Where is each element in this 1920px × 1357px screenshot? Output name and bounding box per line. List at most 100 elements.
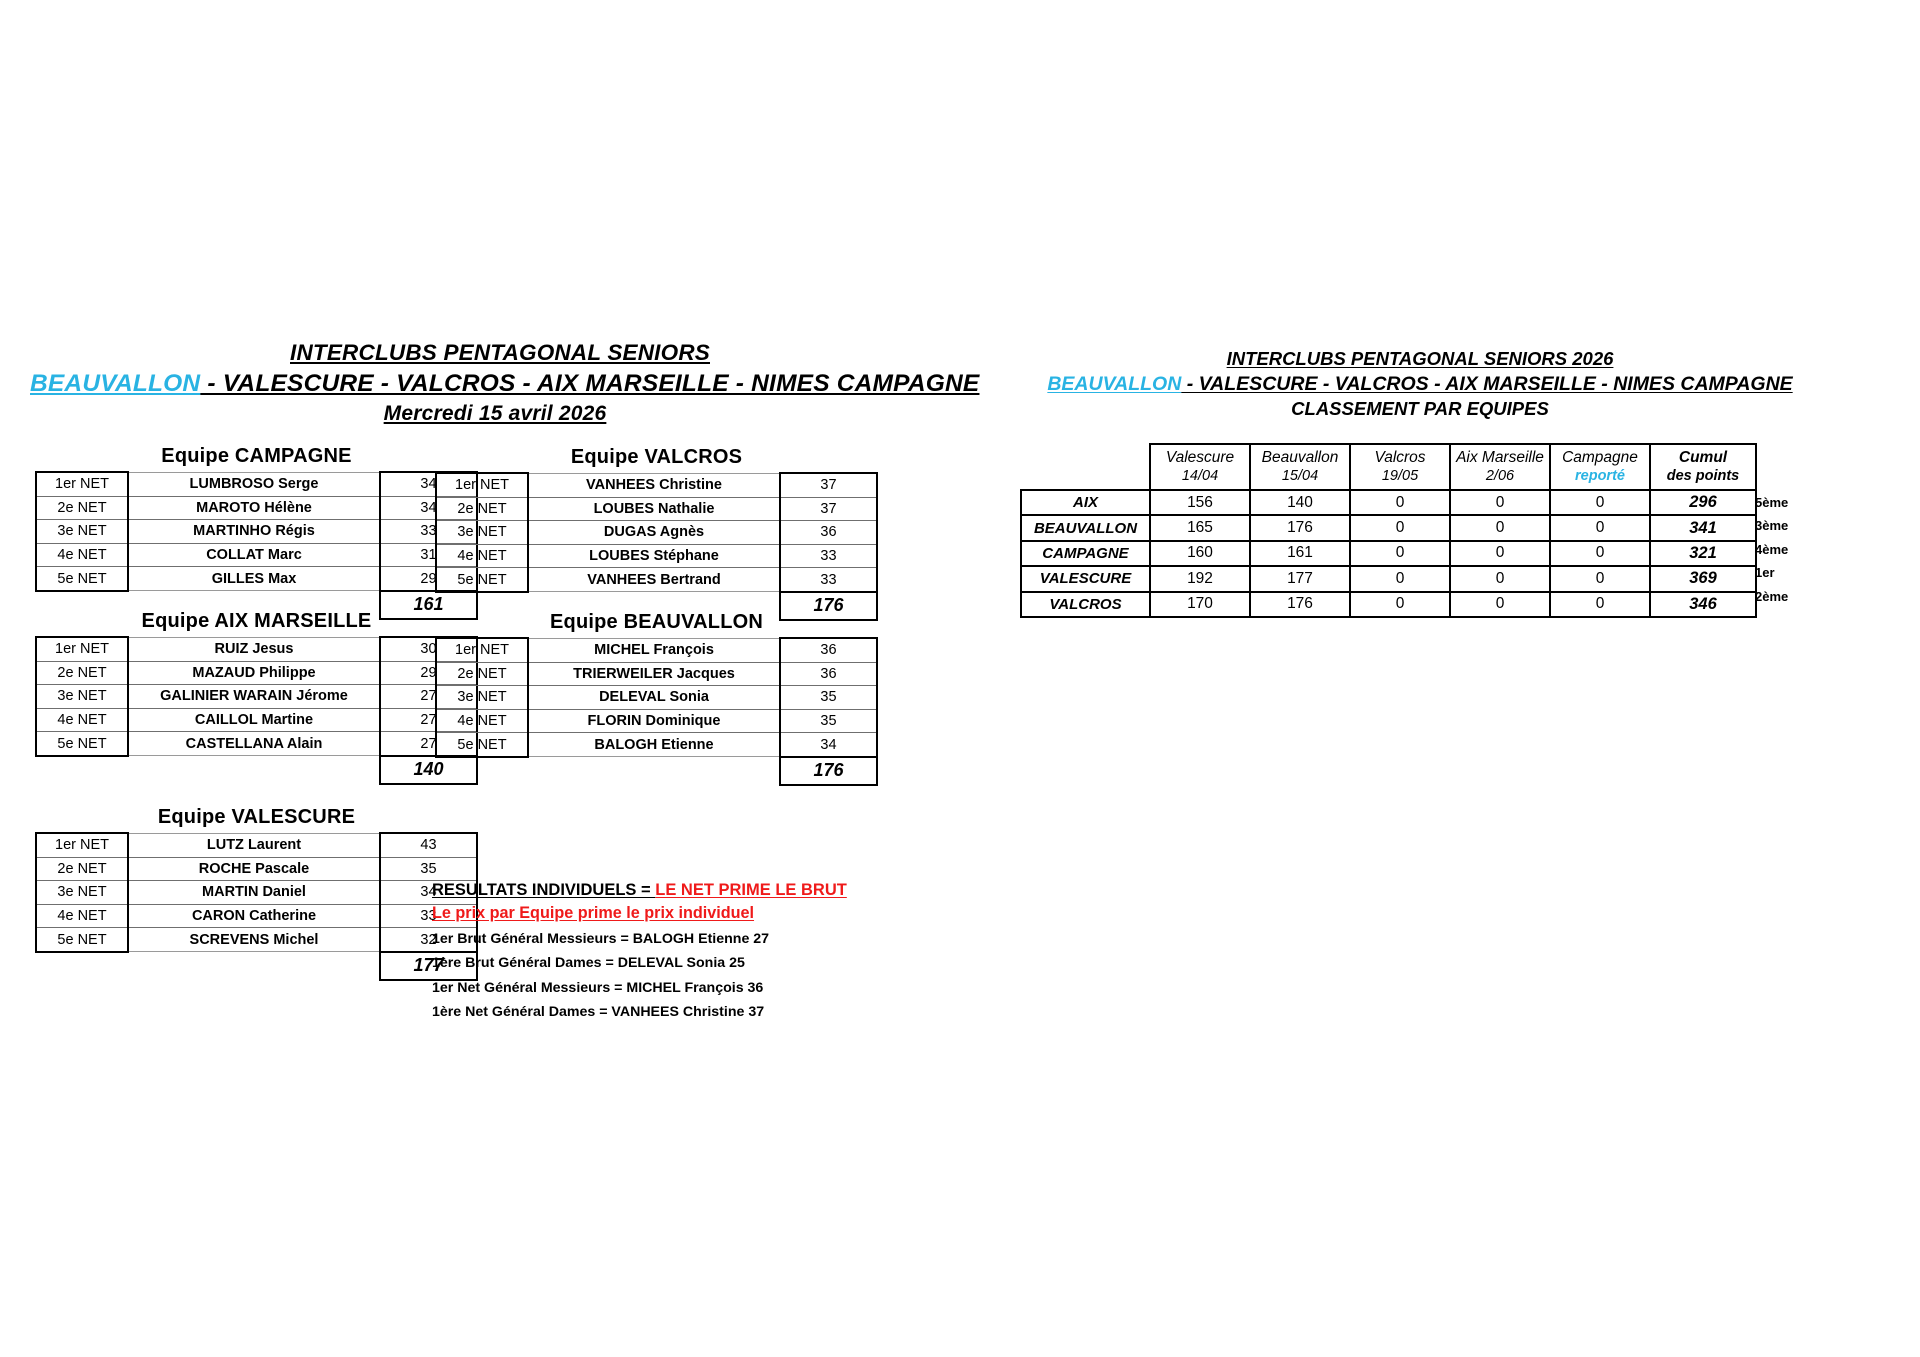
right-title-line1-text: INTERCLUBS PENTAGONAL SENIORS 2026 — [1226, 348, 1614, 369]
team-table: 1er NET MICHEL François 36 2e NET TRIERWEIL… — [435, 636, 878, 786]
table-row: AIX 156 140 0 0 0 296 — [1020, 488, 1757, 517]
team-block-beauvallon: Equipe BEAUVALLON 1er NET MICHEL François… — [435, 611, 878, 786]
table-row: 1er NET LUMBROSO Serge 34 — [35, 470, 478, 497]
team-total: 176 — [779, 590, 878, 621]
results-headline: RESULTATS INDIVIDUELS = LE NET PRIME LE … — [432, 880, 952, 900]
score-cell: 192 — [1149, 565, 1251, 593]
score-cell: 37 — [779, 496, 878, 522]
table-row: 3e NET GALINIER WARAIN Jérome 27 — [35, 684, 478, 709]
score-cell: 35 — [379, 856, 478, 882]
rank-cell: 2e NET — [35, 660, 129, 686]
col-date: 14/04 — [1181, 468, 1219, 484]
rank-cell: 5e NET — [35, 927, 129, 953]
team-table: 1er NET RUIZ Jesus 30 2e NET MAZAUD Philipp… — [35, 635, 478, 785]
score-cell: 0 — [1549, 590, 1651, 618]
column-header-valescure: Valescure 14/04 — [1149, 443, 1251, 491]
player-name-cell: LUMBROSO Serge — [128, 471, 380, 497]
rank-cell: 1er NET — [435, 636, 529, 663]
right-panel: INTERCLUBS PENTAGONAL SENIORS 2026 BEAUV… — [980, 348, 1900, 618]
table-row: 4e NET CARON Catherine 33 — [35, 903, 478, 929]
table-row: 2e NET ROCHE Pascale 35 — [35, 856, 478, 882]
col-name: Valescure — [1165, 449, 1235, 466]
result-item: 1er Brut Général Messieurs = BALOGH Etie… — [432, 930, 770, 947]
table-row: 5e NET GILLES Max 29 — [35, 566, 478, 592]
spacer — [528, 757, 780, 785]
rank-cell: 3e NET — [35, 684, 129, 709]
col-date: 2/06 — [1485, 468, 1515, 484]
score-cell: 36 — [779, 661, 878, 687]
total-row: 177 — [36, 950, 478, 981]
table-row: 1er NET LUTZ Laurent 43 — [35, 831, 478, 858]
team-block-campagne: Equipe CAMPAGNE 1er NET LUMBROSO Serge 34 … — [35, 445, 478, 620]
team-table: 1er NET VANHEES Christine 37 2e NET LOUBES … — [435, 471, 878, 621]
left-title-date: Mercredi 15 avril 2026 — [383, 402, 607, 425]
player-name-cell: MAZAUD Philippe — [128, 660, 380, 686]
table-row: VALESCURE 192 177 0 0 0 369 — [1020, 565, 1757, 593]
table-row: 4e NET CAILLOL Martine 27 — [35, 707, 478, 733]
rank-cell: 1er NET — [435, 471, 529, 498]
column-header-beauvallon: Beauvallon 15/04 — [1249, 443, 1351, 491]
total-row: 140 — [36, 754, 478, 785]
spacer — [436, 757, 528, 785]
team-total: 177 — [379, 950, 478, 981]
player-name-cell: LUTZ Laurent — [128, 832, 380, 858]
column-header-aix-marseille: Aix Marseille 2/06 — [1449, 443, 1551, 491]
results-headline-emphasis: LE NET PRIME LE BRUT — [655, 881, 847, 899]
table-row: 3e NET DUGAS Agnès 36 — [435, 520, 878, 545]
right-title-line2-rest: - VALESCURE - VALCROS - AIX MARSEILLE - … — [1181, 373, 1793, 395]
score-cell: 34 — [379, 880, 478, 905]
club-name-cell: VALCROS — [1020, 590, 1151, 618]
score-cell: 0 — [1449, 539, 1551, 568]
table-row: 4e NET COLLAT Marc 31 — [35, 542, 478, 568]
score-cell: 165 — [1149, 514, 1251, 542]
spacer — [36, 756, 128, 784]
score-cell: 176 — [1249, 514, 1351, 542]
cumul-header-line1: Cumul — [1678, 449, 1728, 466]
right-title-line2: BEAUVALLON - VALESCURE - VALCROS - AIX M… — [980, 373, 1860, 396]
column-header-campagne: Campagne reporté — [1549, 443, 1651, 491]
score-cell: 0 — [1549, 565, 1651, 593]
team-table: 1er NET LUMBROSO Serge 34 2e NET MAROTO Hél… — [35, 470, 478, 620]
player-name-cell: ROCHE Pascale — [128, 856, 380, 882]
col-name: Beauvallon — [1261, 449, 1339, 466]
classement-table: Valescure 14/04 Beauvallon 15/04 Valcros 19… — [1020, 443, 1757, 618]
table-row: 5e NET BALOGH Etienne 34 — [435, 732, 878, 758]
player-name-cell: MARTIN Daniel — [128, 880, 380, 905]
results-subline: Le prix par Equipe prime le prix individ… — [432, 904, 755, 922]
classement-header-row: Valescure 14/04 Beauvallon 15/04 Valcros 19… — [1021, 443, 1757, 491]
score-cell: 33 — [779, 567, 878, 593]
score-cell: 34 — [779, 732, 878, 758]
table-row: 2e NET LOUBES Nathalie 37 — [435, 496, 878, 522]
score-cell: 161 — [1249, 539, 1351, 568]
table-row: 2e NET MAZAUD Philippe 29 — [35, 660, 478, 686]
team-heading: Equipe VALESCURE — [157, 806, 356, 828]
team-heading: Equipe CAMPAGNE — [161, 445, 352, 467]
team-block-valescure: Equipe VALESCURE 1er NET LUTZ Laurent 43 2… — [35, 806, 478, 981]
total-row: 176 — [436, 755, 878, 786]
player-name-cell: GALINIER WARAIN Jérome — [128, 684, 380, 709]
player-name-cell: MICHEL François — [528, 637, 780, 663]
total-row: 176 — [436, 590, 878, 621]
left-title-highlight: BEAUVALLON — [30, 370, 201, 397]
team-heading: Equipe VALCROS — [570, 446, 743, 468]
table-row: CAMPAGNE 160 161 0 0 0 321 — [1020, 539, 1757, 568]
rank-cell: 4e NET — [35, 903, 129, 929]
player-name-cell: VANHEES Christine — [528, 472, 780, 498]
rank-label: 5ème — [1755, 495, 1789, 510]
table-row: 2e NET TRIERWEILER Jacques 36 — [435, 661, 878, 687]
score-cell: 160 — [1149, 539, 1251, 568]
left-title-line1: INTERCLUBS PENTAGONAL SENIORS — [40, 340, 960, 366]
cumul-cell: 321 — [1649, 539, 1757, 568]
rank-label: 3ème — [1755, 518, 1789, 533]
rank-cell: 2e NET — [435, 661, 529, 687]
cumul-cell: 341 — [1649, 514, 1757, 542]
table-row: 5e NET SCREVENS Michel 32 — [35, 927, 478, 953]
rank-cell: 3e NET — [35, 519, 129, 544]
results-headline-label: RESULTATS INDIVIDUELS = — [432, 881, 656, 899]
rank-cell: 5e NET — [35, 731, 129, 757]
score-cell: 0 — [1449, 565, 1551, 593]
rank-label: 2ème — [1755, 589, 1789, 604]
player-name-cell: GILLES Max — [128, 566, 380, 592]
score-cell: 36 — [779, 520, 878, 545]
